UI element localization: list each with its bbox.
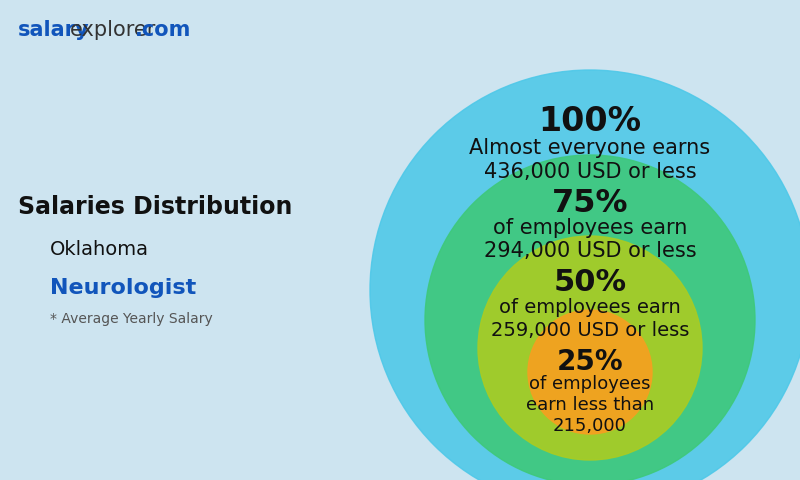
Circle shape [370, 70, 800, 480]
Text: 100%: 100% [538, 105, 642, 138]
Text: 294,000 USD or less: 294,000 USD or less [484, 241, 696, 261]
Text: explorer: explorer [70, 20, 156, 40]
Text: salary: salary [18, 20, 90, 40]
Text: earn less than: earn less than [526, 396, 654, 414]
Text: Almost everyone earns: Almost everyone earns [470, 138, 710, 158]
Text: 25%: 25% [557, 348, 623, 376]
Text: 436,000 USD or less: 436,000 USD or less [484, 162, 696, 182]
Text: 215,000: 215,000 [553, 417, 627, 435]
Text: * Average Yearly Salary: * Average Yearly Salary [50, 312, 213, 326]
Text: 50%: 50% [554, 268, 626, 297]
Circle shape [425, 155, 755, 480]
Text: Salaries Distribution: Salaries Distribution [18, 195, 292, 219]
Text: 75%: 75% [552, 188, 628, 219]
Text: Oklahoma: Oklahoma [50, 240, 149, 259]
Text: .com: .com [135, 20, 191, 40]
Circle shape [478, 236, 702, 460]
Text: Neurologist: Neurologist [50, 278, 196, 298]
Circle shape [528, 310, 652, 434]
Text: of employees earn: of employees earn [499, 298, 681, 317]
Text: of employees: of employees [530, 375, 650, 393]
Text: of employees earn: of employees earn [493, 218, 687, 238]
Text: 259,000 USD or less: 259,000 USD or less [491, 321, 689, 340]
